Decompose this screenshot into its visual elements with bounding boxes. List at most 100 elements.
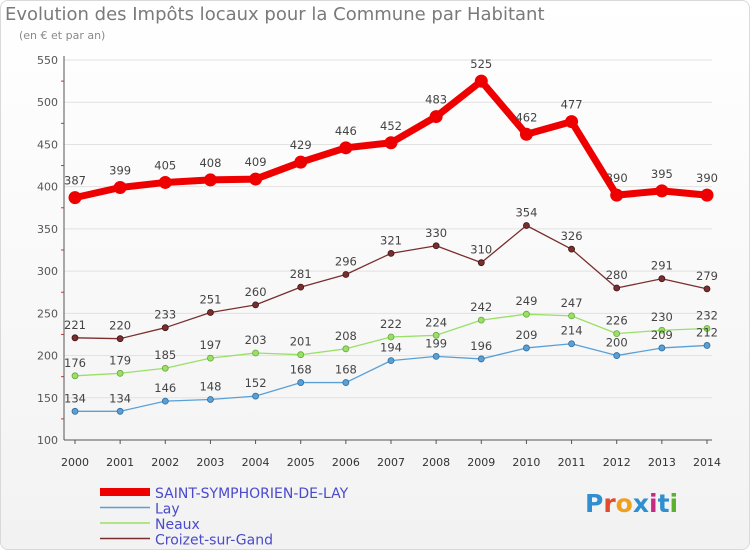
data-point: [568, 312, 575, 320]
data-label: 247: [561, 296, 583, 310]
data-label: 221: [64, 318, 86, 332]
x-tick-label: 2002: [151, 456, 179, 469]
data-label: 222: [380, 317, 402, 331]
data-label: 387: [64, 174, 86, 188]
series-group: [68, 74, 714, 415]
chart-title: Evolution des Impôts locaux pour la Comm…: [5, 4, 545, 25]
data-point: [161, 364, 169, 372]
data-point: [252, 392, 259, 400]
data-label: 176: [64, 356, 86, 370]
data-point: [203, 173, 217, 187]
data-point: [158, 175, 172, 189]
data-label: 251: [199, 292, 221, 306]
data-point: [297, 351, 305, 359]
data-point: [432, 331, 440, 339]
y-tick-label: 300: [37, 265, 58, 278]
data-label: 280: [606, 268, 628, 282]
x-tick-label: 2001: [106, 456, 134, 469]
data-label: 212: [696, 325, 718, 339]
x-tick-label: 2008: [422, 456, 450, 469]
data-label: 260: [245, 285, 267, 299]
data-point: [68, 191, 82, 205]
data-point: [116, 335, 124, 343]
data-point: [297, 283, 305, 291]
data-point: [207, 396, 214, 403]
data-point: [610, 188, 624, 202]
legend-label: Lay: [155, 502, 180, 518]
data-point: [432, 242, 440, 250]
data-label: 296: [335, 254, 357, 268]
data-point: [568, 340, 575, 348]
data-point: [161, 397, 169, 405]
y-tick-label: 150: [37, 392, 58, 405]
y-tick-label: 400: [37, 181, 58, 194]
data-label: 199: [425, 336, 447, 350]
x-tick-label: 2009: [467, 456, 495, 469]
data-point: [384, 136, 398, 150]
data-point: [161, 324, 169, 332]
data-label: 220: [109, 319, 131, 333]
data-point: [568, 245, 575, 253]
data-label: 321: [380, 233, 402, 247]
data-label: 477: [561, 98, 583, 112]
data-label: 281: [290, 267, 312, 281]
data-label: 330: [425, 226, 447, 240]
data-label: 224: [425, 315, 447, 329]
y-tick-label: 500: [37, 96, 58, 109]
data-label: 226: [606, 314, 628, 328]
data-point: [474, 74, 488, 88]
data-label: 233: [154, 308, 176, 322]
data-label: 390: [696, 171, 718, 185]
legend-label: SAINT-SYMPHORIEN-DE-LAY: [155, 486, 349, 502]
data-point: [71, 334, 79, 342]
proxiti-logo: Proxiti: [585, 489, 679, 518]
data-point: [703, 285, 711, 293]
x-tick-label: 2013: [648, 456, 676, 469]
data-label: 462: [515, 110, 537, 124]
data-label: 390: [606, 171, 628, 185]
y-tick-label: 250: [37, 307, 58, 320]
legend-label: Neaux: [155, 517, 200, 533]
data-label: 214: [561, 324, 583, 338]
data-point: [294, 155, 308, 169]
data-labels: 134 134 146 148 152 168 168 194 199 196 209 214 200 2…: [64, 57, 718, 405]
data-label: 146: [154, 381, 176, 395]
data-point: [71, 407, 79, 415]
x-tick-label: 2003: [196, 456, 224, 469]
data-point: [658, 326, 666, 334]
data-point: [252, 349, 259, 357]
data-point: [523, 222, 530, 229]
data-point: [342, 345, 350, 353]
data-point: [432, 352, 440, 360]
data-point: [207, 309, 214, 316]
x-tick-label: 2010: [512, 456, 540, 469]
data-label: 209: [651, 328, 673, 342]
data-label: 179: [109, 353, 131, 367]
data-label: 408: [199, 156, 221, 170]
data-label: 197: [199, 338, 221, 352]
data-label: 242: [470, 300, 492, 314]
data-point: [703, 325, 711, 332]
data-label: 203: [245, 333, 267, 347]
data-point: [429, 110, 443, 124]
grid: [64, 59, 712, 399]
data-point: [207, 354, 214, 362]
chart-subtitle: (en € et par an): [19, 29, 106, 42]
data-label: 152: [245, 376, 267, 390]
data-point: [477, 259, 485, 267]
data-label: 194: [380, 341, 402, 355]
data-label: 200: [606, 336, 628, 350]
data-label: 326: [561, 229, 583, 243]
data-label: 208: [335, 329, 357, 343]
data-point: [387, 333, 395, 341]
x-tick-label: 2011: [558, 456, 586, 469]
x-tick-label: 2014: [693, 456, 721, 469]
data-point: [523, 310, 530, 318]
data-label: 291: [651, 259, 673, 273]
data-point: [116, 407, 124, 415]
data-label: 399: [109, 164, 131, 178]
data-label: 429: [290, 138, 312, 152]
x-tick-label: 2000: [61, 456, 89, 469]
